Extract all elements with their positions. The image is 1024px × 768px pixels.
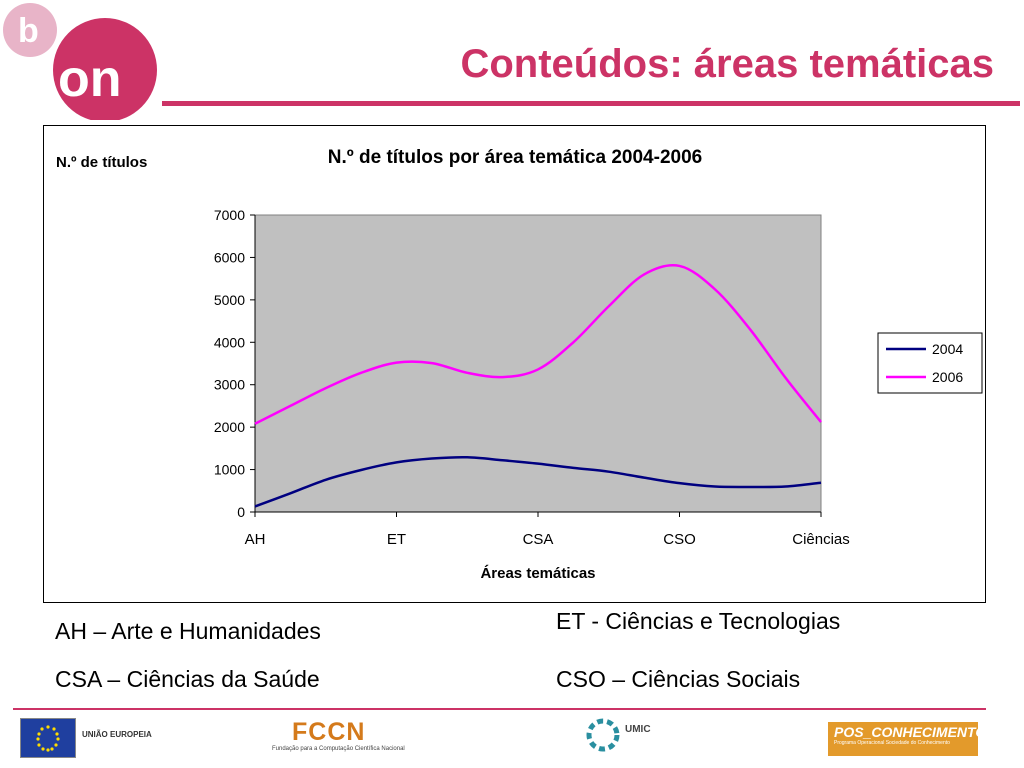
plot-area (254, 214, 822, 513)
chart-title: N.º de títulos por área temática 2004-20… (328, 147, 702, 168)
y-tick-label: 5000 (214, 292, 245, 308)
umic-logo: UMIC (625, 724, 651, 735)
note-cso: CSO – Ciências Sociais (556, 666, 801, 692)
x-axis-label: Áreas temáticas (480, 565, 595, 582)
eu-flag-icon (20, 718, 76, 758)
title-divider (162, 101, 1020, 106)
pos-label: POS_CONHECIMENTO (834, 724, 987, 740)
b-on-logo: b on (3, 3, 157, 120)
x-tick-label: CSA (523, 531, 554, 548)
y-tick-label: 3000 (214, 377, 245, 393)
y-tick-label: 2000 (214, 419, 245, 435)
eu-label: UNIÃO EUROPEIA (82, 730, 152, 739)
y-tick-label: 6000 (214, 249, 245, 265)
note-csa: CSA – Ciências da Saúde (55, 666, 320, 692)
y-tick-label: 0 (237, 504, 245, 520)
pos-conhecimento-logo: POS_CONHECIMENTO Programa Operacional So… (828, 722, 987, 756)
pos-subtitle: Programa Operacional Sociedade do Conhec… (834, 740, 950, 746)
x-tick-label: AH (245, 531, 266, 548)
footer-divider (13, 708, 986, 710)
chart-frame: N.º de títulos por área temática 2004-20… (43, 125, 986, 603)
legend-label-2006: 2006 (932, 369, 963, 385)
line-chart: N.º de títulos por área temática 2004-20… (56, 147, 983, 582)
page-title: Conteúdos: áreas temáticas (460, 42, 994, 86)
svg-text:on: on (58, 50, 122, 108)
note-ah: AH – Arte e Humanidades (55, 618, 321, 644)
svg-text:b: b (18, 12, 39, 50)
umic-icon (586, 718, 620, 752)
chart-legend (877, 332, 983, 394)
y-tick-label: 7000 (214, 207, 245, 223)
y-tick-label: 1000 (214, 462, 245, 478)
fccn-subtitle: Fundação para a Computação Científica Na… (272, 746, 405, 752)
x-tick-label: CSO (663, 531, 696, 548)
fccn-logo: FCCN (292, 718, 366, 746)
legend-label-2004: 2004 (932, 341, 963, 357)
y-tick-label: 4000 (214, 334, 245, 350)
x-tick-label: ET (387, 531, 406, 548)
y-axis-label: N.º de títulos (56, 154, 147, 171)
series-line-2006 (254, 264, 822, 425)
series-line-2004 (254, 455, 822, 508)
note-et: ET - Ciências e Tecnologias (556, 608, 841, 634)
x-tick-label: Ciências (792, 531, 850, 548)
